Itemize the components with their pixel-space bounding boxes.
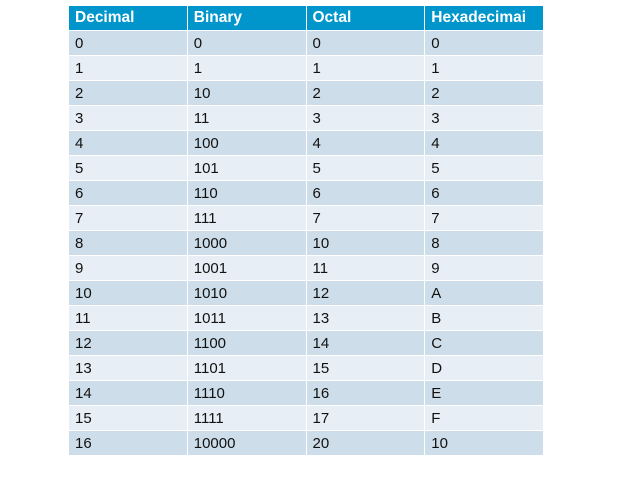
hex-cell: 6 <box>424 180 544 206</box>
binary-cell: 1010 <box>186 280 307 306</box>
table-row: 6 110 6 6 <box>68 180 544 206</box>
octal-cell: 15 <box>305 355 426 381</box>
octal-cell: 3 <box>305 105 426 131</box>
octal-cell: 6 <box>305 180 426 206</box>
binary-cell: 10 <box>186 80 307 106</box>
hex-cell: 0 <box>424 30 544 56</box>
binary-cell: 11 <box>186 105 307 131</box>
table-row: 15 1111 17 F <box>68 405 544 431</box>
binary-cell: 1 <box>186 55 307 81</box>
table-row: 3 11 3 3 <box>68 105 544 131</box>
table-row: 5 101 5 5 <box>68 155 544 181</box>
hex-cell: 10 <box>424 430 544 456</box>
hex-cell: 7 <box>424 205 544 231</box>
octal-cell: 14 <box>305 330 426 356</box>
hex-cell: 5 <box>424 155 544 181</box>
table-row: 4 100 4 4 <box>68 130 544 156</box>
binary-cell: 10000 <box>186 430 307 456</box>
header-row: Decimal Binary Octal Hexadecimai <box>68 5 544 31</box>
header-octal: Octal <box>305 5 426 31</box>
hex-cell: 8 <box>424 230 544 256</box>
octal-cell: 10 <box>305 230 426 256</box>
header-binary: Binary <box>186 5 307 31</box>
octal-cell: 16 <box>305 380 426 406</box>
binary-cell: 1000 <box>186 230 307 256</box>
binary-cell: 1110 <box>186 380 307 406</box>
octal-cell: 12 <box>305 280 426 306</box>
hex-cell: B <box>424 305 544 331</box>
decimal-cell: 16 <box>68 430 188 456</box>
table-row: 2 10 2 2 <box>68 80 544 106</box>
decimal-cell: 13 <box>68 355 188 381</box>
decimal-cell: 9 <box>68 255 188 281</box>
octal-cell: 7 <box>305 205 426 231</box>
hex-cell: F <box>424 405 544 431</box>
binary-cell: 101 <box>186 155 307 181</box>
octal-cell: 0 <box>305 30 426 56</box>
decimal-cell: 3 <box>68 105 188 131</box>
decimal-cell: 8 <box>68 230 188 256</box>
decimal-cell: 15 <box>68 405 188 431</box>
binary-cell: 1111 <box>186 405 307 431</box>
binary-cell: 1100 <box>186 330 307 356</box>
header-hexadecimal: Hexadecimai <box>424 5 544 31</box>
hex-cell: 3 <box>424 105 544 131</box>
hex-cell: 9 <box>424 255 544 281</box>
decimal-cell: 12 <box>68 330 188 356</box>
hex-cell: A <box>424 280 544 306</box>
decimal-cell: 0 <box>68 30 188 56</box>
octal-cell: 20 <box>305 430 426 456</box>
decimal-cell: 7 <box>68 205 188 231</box>
octal-cell: 17 <box>305 405 426 431</box>
hex-cell: C <box>424 330 544 356</box>
octal-cell: 2 <box>305 80 426 106</box>
binary-cell: 100 <box>186 130 307 156</box>
binary-cell: 111 <box>186 205 307 231</box>
octal-cell: 13 <box>305 305 426 331</box>
table-row: 12 1100 14 C <box>68 330 544 356</box>
binary-cell: 110 <box>186 180 307 206</box>
octal-cell: 5 <box>305 155 426 181</box>
table-row: 13 1101 15 D <box>68 355 544 381</box>
hex-cell: 2 <box>424 80 544 106</box>
decimal-cell: 10 <box>68 280 188 306</box>
decimal-cell: 14 <box>68 380 188 406</box>
table-row: 11 1011 13 B <box>68 305 544 331</box>
decimal-cell: 5 <box>68 155 188 181</box>
table-row: 14 1110 16 E <box>68 380 544 406</box>
hex-cell: E <box>424 380 544 406</box>
decimal-cell: 11 <box>68 305 188 331</box>
binary-cell: 1011 <box>186 305 307 331</box>
binary-cell: 1101 <box>186 355 307 381</box>
table-row: 16 10000 20 10 <box>68 430 544 456</box>
decimal-cell: 6 <box>68 180 188 206</box>
hex-cell: 4 <box>424 130 544 156</box>
hex-cell: D <box>424 355 544 381</box>
table-row: 8 1000 10 8 <box>68 230 544 256</box>
decimal-cell: 1 <box>68 55 188 81</box>
header-decimal: Decimal <box>68 5 188 31</box>
octal-cell: 11 <box>305 255 426 281</box>
decimal-cell: 4 <box>68 130 188 156</box>
table-row: 9 1001 11 9 <box>68 255 544 281</box>
binary-cell: 0 <box>186 30 307 56</box>
binary-cell: 1001 <box>186 255 307 281</box>
decimal-cell: 2 <box>68 80 188 106</box>
octal-cell: 1 <box>305 55 426 81</box>
hex-cell: 1 <box>424 55 544 81</box>
table-row: 7 111 7 7 <box>68 205 544 231</box>
octal-cell: 4 <box>305 130 426 156</box>
